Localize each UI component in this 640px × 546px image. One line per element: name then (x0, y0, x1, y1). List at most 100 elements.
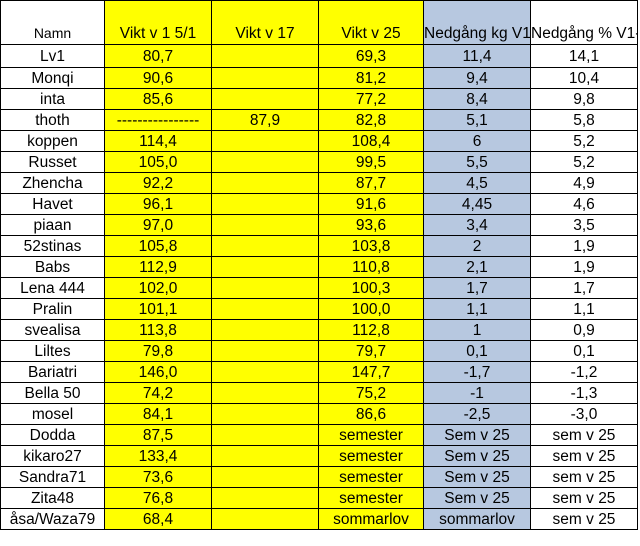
nedgang-kg-cell: Sem v 25 (423, 424, 531, 446)
vikt-v17-cell (211, 193, 319, 215)
vikt-v25-cell: 93,6 (318, 214, 424, 236)
vikt-v17-cell (211, 403, 319, 425)
vikt-v25-cell: 82,8 (318, 109, 424, 131)
vikt-v17-cell (211, 424, 319, 446)
nedgang-pct-cell: 0,1 (530, 340, 638, 362)
nedgang-kg-cell: 9,4 (423, 67, 531, 89)
table-row: 52stinas 105,8 103,8 2 1,9 (0, 235, 638, 257)
vikt-v17-cell (211, 340, 319, 362)
table-row: Pralin 101,1 100,0 1,1 1,1 (0, 298, 638, 320)
vikt-v1-cell: 87,5 (104, 424, 212, 446)
vikt-v17-cell (211, 235, 319, 257)
vikt-v25-cell: semester (318, 445, 424, 467)
name-cell: Pralin (0, 298, 105, 320)
name-cell: Bariatri (0, 361, 105, 383)
name-cell: svealisa (0, 319, 105, 341)
nedgang-kg-cell: 6 (423, 130, 531, 152)
name-cell: thoth (0, 109, 105, 131)
vikt-v17-cell (211, 277, 319, 299)
name-cell: Babs (0, 256, 105, 278)
vikt-v17-cell (211, 487, 319, 509)
vikt-v17-cell (211, 44, 319, 68)
vikt-v1-cell: 90,6 (104, 67, 212, 89)
name-cell: Bella 50 (0, 382, 105, 404)
header-vikt-v25: Vikt v 25 (318, 0, 424, 45)
name-cell: piaan (0, 214, 105, 236)
vikt-v1-cell: ---------------- (104, 109, 212, 131)
vikt-v17-cell (211, 298, 319, 320)
nedgang-kg-cell: Sem v 25 (423, 487, 531, 509)
vikt-v1-cell: 76,8 (104, 487, 212, 509)
name-cell: Liltes (0, 340, 105, 362)
vikt-v25-cell: 69,3 (318, 44, 424, 68)
vikt-v17-cell (211, 445, 319, 467)
nedgang-kg-cell: 4,5 (423, 172, 531, 194)
name-cell: koppen (0, 130, 105, 152)
vikt-v25-cell: 100,0 (318, 298, 424, 320)
nedgang-pct-cell: 1,7 (530, 277, 638, 299)
vikt-v25-cell: 79,7 (318, 340, 424, 362)
nedgang-kg-cell: 8,4 (423, 88, 531, 110)
vikt-v17-cell (211, 88, 319, 110)
vikt-v25-cell: 75,2 (318, 382, 424, 404)
vikt-v25-cell: 112,8 (318, 319, 424, 341)
vikt-v17-cell (211, 67, 319, 89)
vikt-v17-cell (211, 382, 319, 404)
vikt-v25-cell: 81,2 (318, 67, 424, 89)
nedgang-pct-cell: -3,0 (530, 403, 638, 425)
vikt-v17-cell (211, 172, 319, 194)
vikt-v25-cell: sommarlov (318, 508, 424, 530)
table-row: koppen 114,4 108,4 6 5,2 (0, 130, 638, 152)
vikt-v25-cell: 103,8 (318, 235, 424, 257)
name-cell: kikaro27 (0, 445, 105, 467)
nedgang-pct-cell: 4,6 (530, 193, 638, 215)
table-row: åsa/Waza79 68,4 sommarlov sommarlov sem v 25 (0, 508, 638, 530)
name-cell: Havet (0, 193, 105, 215)
nedgang-pct-cell: sem v 25 (530, 466, 638, 488)
nedgang-kg-cell: -1 (423, 382, 531, 404)
vikt-v25-cell: 147,7 (318, 361, 424, 383)
name-cell: Lv1 (0, 44, 105, 68)
nedgang-pct-cell: 4,9 (530, 172, 638, 194)
nedgang-kg-cell: 5,5 (423, 151, 531, 173)
nedgang-pct-cell: 9,8 (530, 88, 638, 110)
table-row: svealisa 113,8 112,8 1 0,9 (0, 319, 638, 341)
vikt-v1-cell: 73,6 (104, 466, 212, 488)
vikt-v17-cell: 87,9 (211, 109, 319, 131)
vikt-v1-cell: 92,2 (104, 172, 212, 194)
nedgang-pct-cell: 1,9 (530, 235, 638, 257)
nedgang-pct-cell: 3,5 (530, 214, 638, 236)
nedgang-kg-cell: 3,4 (423, 214, 531, 236)
vikt-v1-cell: 80,7 (104, 44, 212, 68)
header-namn: Namn (0, 0, 105, 45)
vikt-v25-cell: 108,4 (318, 130, 424, 152)
header-nedgang-kg: Nedgång kg V1-25 (423, 0, 531, 45)
table-row: Havet 96,1 91,6 4,45 4,6 (0, 193, 638, 215)
vikt-v1-cell: 133,4 (104, 445, 212, 467)
nedgang-pct-cell: -1,3 (530, 382, 638, 404)
name-cell: åsa/Waza79 (0, 508, 105, 530)
nedgang-pct-cell: sem v 25 (530, 445, 638, 467)
header-vikt-v1: Vikt v 1 5/1 (104, 0, 212, 45)
table-row: Liltes 79,8 79,7 0,1 0,1 (0, 340, 638, 362)
vikt-v25-cell: semester (318, 487, 424, 509)
vikt-v17-cell (211, 130, 319, 152)
nedgang-kg-cell: -1,7 (423, 361, 531, 383)
table-row: Zhencha 92,2 87,7 4,5 4,9 (0, 172, 638, 194)
nedgang-kg-cell: 1,1 (423, 298, 531, 320)
vikt-v25-cell: semester (318, 424, 424, 446)
vikt-v1-cell: 146,0 (104, 361, 212, 383)
vikt-v17-cell (211, 214, 319, 236)
vikt-v1-cell: 101,1 (104, 298, 212, 320)
vikt-v1-cell: 96,1 (104, 193, 212, 215)
name-cell: Lena 444 (0, 277, 105, 299)
vikt-v1-cell: 84,1 (104, 403, 212, 425)
vikt-v25-cell: 99,5 (318, 151, 424, 173)
table-row: Dodda 87,5 semester Sem v 25 sem v 25 (0, 424, 638, 446)
vikt-v1-cell: 112,9 (104, 256, 212, 278)
vikt-v17-cell (211, 151, 319, 173)
table-row: thoth ---------------- 87,9 82,8 5,1 5,8 (0, 109, 638, 131)
vikt-v25-cell: 87,7 (318, 172, 424, 194)
nedgang-pct-cell: sem v 25 (530, 424, 638, 446)
vikt-v1-cell: 68,4 (104, 508, 212, 530)
